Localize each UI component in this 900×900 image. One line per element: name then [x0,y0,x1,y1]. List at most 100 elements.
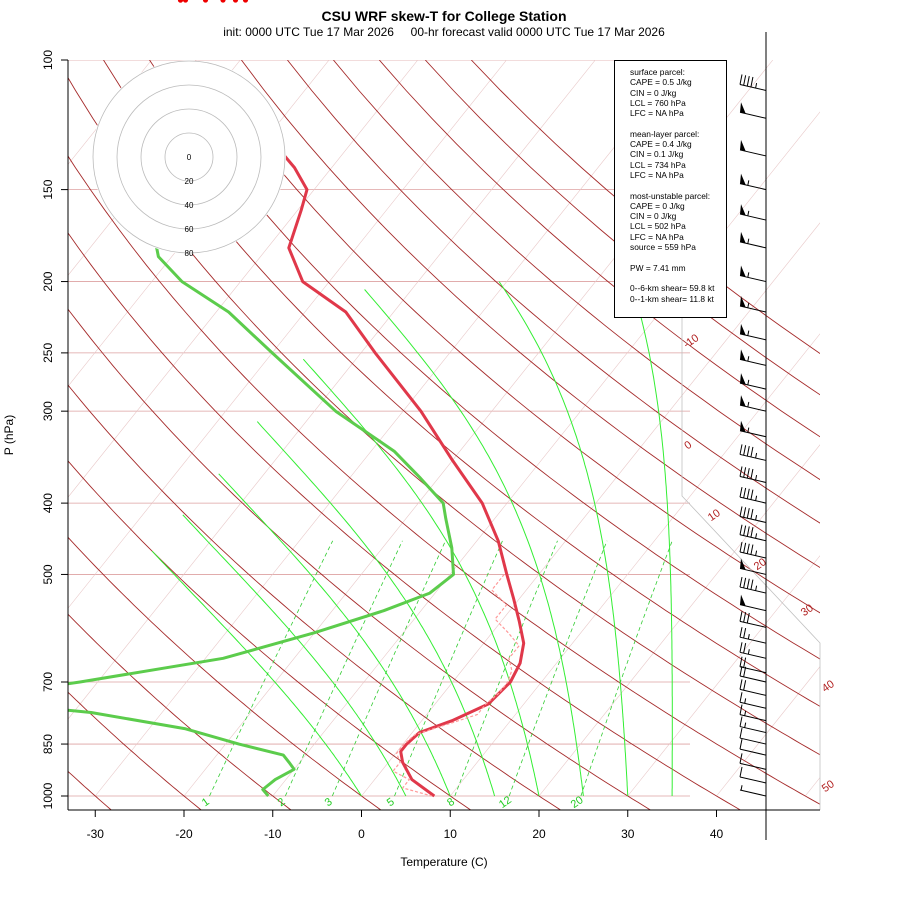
wind-barb-feather [739,656,743,667]
hodograph-point [182,0,189,3]
wind-barb-shaft [739,675,767,683]
wind-barb-feather [739,692,743,703]
dry-adiabat [241,60,820,569]
info-line: mean-layer parcel: [630,128,700,139]
wind-barb-feather [743,487,747,499]
wind-barb-feather [739,727,743,739]
wind-barb [739,576,767,594]
wind-barb-shaft [739,688,767,696]
hodograph-point-label: 5 [225,0,230,2]
wind-barb-feather [739,665,743,677]
dry-adiabat [68,308,652,810]
wind-barb-half-feather [747,379,750,386]
wind-barbs [739,74,767,797]
wind-barb-feather [750,446,754,458]
wind-barb-feather [743,666,747,677]
wind-barb-half-feather [755,452,758,459]
wind-barb-feather [746,76,750,87]
hodograph-ring-label: 20 [185,177,194,186]
y-tick-label: 100 [41,50,55,70]
wind-barb-feather [739,627,743,638]
dry-adiabat [68,691,202,810]
wind-barb-feather [750,508,754,520]
info-line: PW = 7.41 mm [630,262,686,273]
wind-barb-feather [750,544,754,555]
x-tick-label: 10 [444,827,458,841]
hodograph-ring [92,60,286,254]
wind-barb-shaft [739,83,767,91]
moist-adiabats [151,281,673,797]
wind-barb [739,753,767,770]
wind-barb-feather [746,543,750,554]
mixing-ratio-lines [209,540,673,797]
mixing-ratio-line [331,540,446,797]
info-line: LCL = 760 hPa [630,97,686,108]
y-tick-label: 150 [41,179,55,199]
wind-barb-feather [739,541,743,553]
wind-barb-shaft [739,586,767,594]
wind-barb [739,373,767,390]
x-tick-label: 0 [358,827,365,841]
y-tick-label: 500 [41,564,55,584]
wind-barb-feather [739,524,743,535]
hodograph-point-label: 4 [208,0,213,2]
hodograph-point [242,0,249,3]
wind-barb-feather [743,643,747,654]
wind-barb-half-feather [747,272,750,278]
wind-barb-shaft [739,534,767,542]
wind-barb-pennant [740,373,746,385]
moist-adiabat [302,358,540,797]
wind-barb [739,766,767,784]
wind-barb-pennant [740,558,746,570]
chart-title: CSU WRF skew-T for College Station [321,8,566,24]
wind-barb-feather [750,489,754,500]
mixing-ratio-label: 1 [200,796,212,809]
wind-barb-half-feather [747,634,750,640]
wind-barb [739,727,767,745]
info-line: 0--1-km shear= 11.8 kt [630,293,714,304]
info-line: 0--6-km shear= 59.8 kt [630,283,715,294]
wind-barb-shaft [739,149,767,157]
wind-barb-feather [739,466,743,477]
info-line: LFC = NA hPa [630,231,684,242]
dry-adiabat [333,60,820,481]
info-line: LCL = 734 hPa [630,159,686,170]
hodograph-point [202,0,209,3]
info-group: most-unstable parcel: CAPE = 0 J/kg CIN = … [630,191,722,253]
isotherm-label: -10 [681,332,701,351]
wind-barb-shaft [739,776,767,784]
wind-barb-half-feather [755,82,758,89]
wind-barb-feather [750,527,754,538]
wind-barb-half-feather [747,210,750,216]
y-axis-label: P (hPa) [2,415,16,455]
x-tick-label: 20 [532,827,546,841]
wind-barb-pennant [740,594,746,606]
isotherm-grid-line [95,60,685,797]
wind-barb-shaft [739,404,767,412]
mixing-ratio-line [454,540,558,797]
mixing-ratio-label: 8 [445,796,457,809]
info-line: CIN = 0 J/kg [630,87,677,98]
wind-barb-feather [743,445,747,456]
parcel-info-box: surface parcel: CAPE = 0.5 J/kg CIN = 0 J/… [614,60,727,318]
wind-barb-feather [739,611,743,622]
wind-barb-shaft [739,604,767,612]
info-line: LFC = NA hPa [630,108,684,119]
hodograph-ring [140,108,238,206]
wind-barb-feather [750,579,754,590]
wind-barb [739,323,767,341]
wind-barb-shaft [739,551,767,559]
wind-barb-feather [739,642,743,653]
wind-barb-feather [743,680,747,691]
mixing-ratio-label: 12 [497,794,514,811]
wind-barb-shaft [739,475,767,483]
y-tick-label: 850 [41,734,55,754]
wind-barb-half-feather [747,401,750,408]
wind-barb-shaft [739,748,767,756]
wind-barb [739,716,767,734]
wind-barb [739,173,767,191]
info-line: LFC = NA hPa [630,169,684,180]
wind-barb [739,642,767,659]
wind-barb [739,349,767,366]
dry-adiabat [149,60,820,660]
